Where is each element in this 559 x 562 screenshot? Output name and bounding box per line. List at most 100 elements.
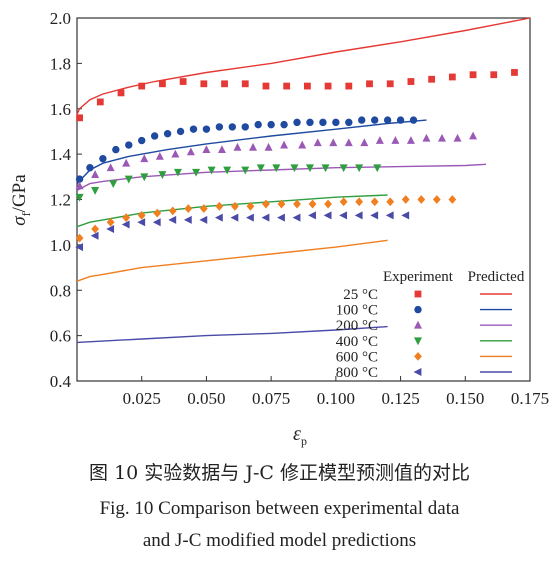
legend-header-experiment: Experiment [383,269,454,285]
experiment-point [183,215,192,224]
experiment-point [344,138,353,147]
legend-marker [414,290,422,298]
experiment-point [396,116,405,124]
y-tick-label: 1.6 [50,100,71,119]
experiment-point [267,120,275,129]
experiment-point [241,166,250,175]
experiment-point [137,210,146,220]
x-tick-label: 0.075 [252,389,290,408]
experiment-point [339,164,348,173]
experiment-point [272,164,281,173]
experiment-point [254,120,262,129]
experiment-point [109,180,118,189]
experiment-point [332,118,340,127]
experiment-point [339,211,348,220]
experiment-point [355,197,364,207]
experiment-point [122,213,131,223]
experiment-point [375,136,384,144]
experiment-point [313,138,322,147]
legend-label: 25 °C [343,287,378,303]
experiment-point [262,199,270,209]
predicted-line [76,194,388,228]
experiment-point [158,171,167,179]
chart-figure: 0.4 0.6 0.8 1.0 1.2 1.4 1.6 1.8 2.0 0.025 0.050 0.0… [9,9,549,448]
legend-label: 800 °C [336,365,378,381]
experiment-point [246,201,255,211]
experiment-point [168,215,177,224]
experiment-point [207,166,216,175]
figure-caption-chinese: 图 10 实验数据与 J-C 修正模型预测值的对比 [89,462,470,484]
y-tick-label: 0.8 [50,281,71,300]
experiment-point [386,197,395,207]
experiment-point [186,147,195,156]
experiment-point [121,220,130,229]
experiment-point [91,224,100,234]
experiment-point [319,118,327,127]
experiment-point [230,213,239,222]
experiment-point [360,138,369,147]
experiment-point [490,71,498,79]
experiment-point [214,213,223,222]
experiment-point [262,82,270,90]
experiment-point [241,80,249,88]
experiment-point [386,80,394,88]
experiment-point [355,164,364,173]
experiment-point [401,195,410,204]
legend-marker [413,368,422,376]
legend-marker [414,305,422,314]
predicted-line [76,17,531,115]
experiment-point [155,151,164,160]
series-2 [75,131,487,192]
experiment-point [124,175,133,184]
experiment-point [324,82,332,90]
experiment-point [373,164,382,173]
experiment-point [354,211,363,220]
predicted-line [76,163,487,192]
experiment-point [90,231,99,240]
experiment-point [223,166,232,175]
experiment-point [366,80,373,88]
experiment-point [189,125,198,133]
experiment-point [168,206,177,216]
tick-labels: 0.4 0.6 0.8 1.0 1.2 1.4 1.6 1.8 2.0 0.025 0.050 0.0… [50,9,549,408]
experiment-point [202,125,211,133]
experiment-point [150,132,159,140]
experiment-point [200,80,208,88]
experiment-point [199,204,208,213]
experiment-point [385,211,394,220]
experiment-point [75,233,84,243]
experiment-point [75,175,84,183]
experiment-point [358,116,366,124]
experiment-point [173,168,182,177]
series-0 [76,17,531,122]
experiment-point [437,133,446,142]
y-tick-label: 2.0 [50,9,71,28]
legend-marker [414,337,422,346]
experiment-point [221,80,228,88]
predicted-line [76,325,388,344]
experiment-point [159,80,166,88]
experiment-point [199,215,208,224]
experiment-point [290,164,299,173]
experiment-point [163,130,172,138]
series-layer [75,17,531,344]
y-tick-label: 1.2 [50,191,71,210]
experiment-point [321,164,330,173]
experiment-point [370,116,379,124]
experiment-point [241,123,249,131]
experiment-point [417,195,426,204]
experiment-point [202,145,211,153]
y-tick-label: 1.4 [50,145,72,164]
experiment-point [339,197,348,207]
predicted-line [76,119,427,185]
y-tick-label: 0.6 [50,327,71,346]
experiment-point [192,168,201,177]
experiment-point [280,120,288,129]
experiment-point [76,114,83,122]
experiment-point [293,118,301,127]
predicted-line [76,239,388,282]
experiment-point [256,164,265,173]
experiment-point [298,140,307,149]
experiment-point [370,197,379,207]
experiment-point [323,211,332,220]
